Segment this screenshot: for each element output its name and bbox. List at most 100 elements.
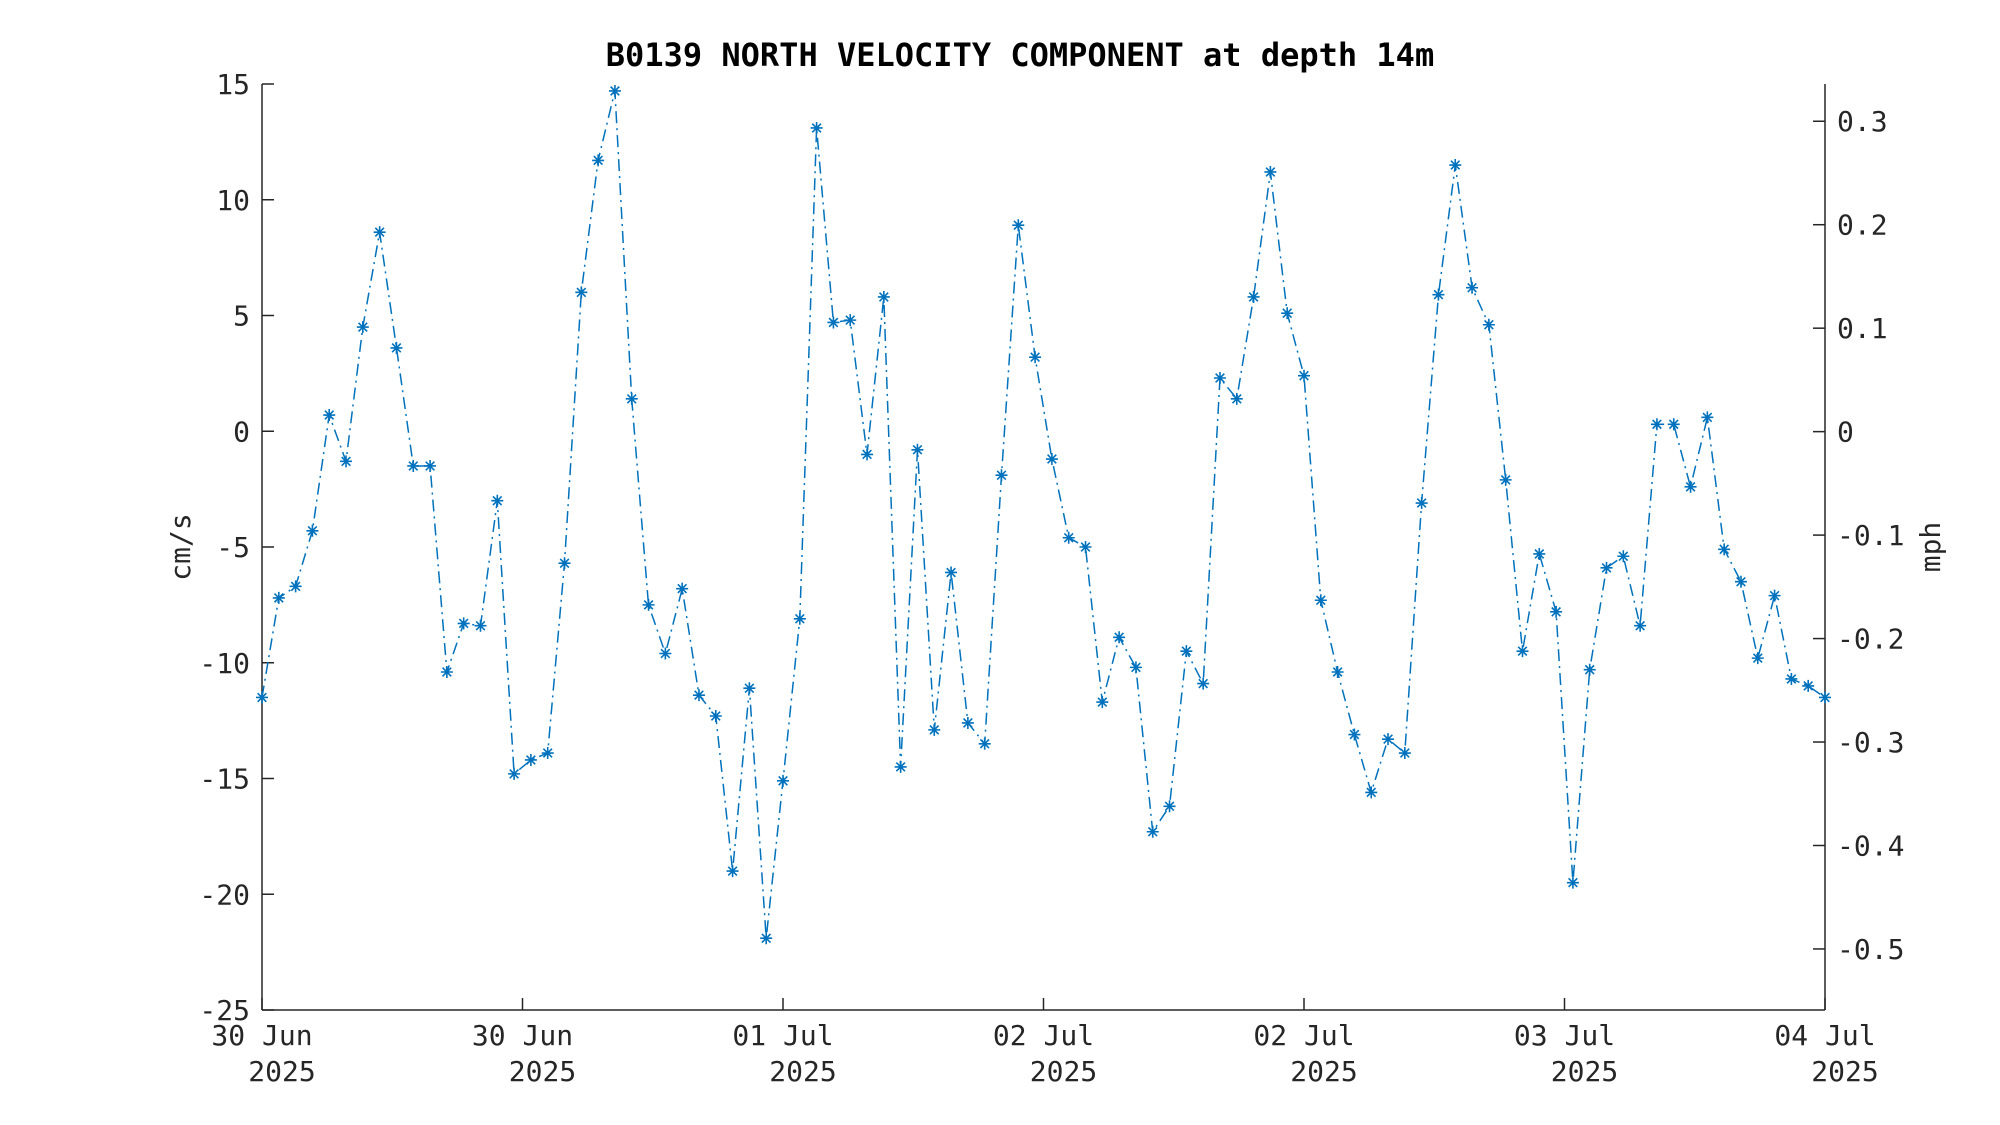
data-point-marker bbox=[608, 84, 621, 97]
data-point-marker bbox=[1516, 645, 1529, 658]
data-point-marker bbox=[1213, 372, 1226, 385]
data-point-marker bbox=[340, 455, 353, 468]
data-point-marker bbox=[474, 619, 487, 632]
x-tick-label-year: 2025 bbox=[1811, 1055, 1878, 1088]
data-point-marker bbox=[1634, 619, 1647, 632]
data-point-marker bbox=[861, 448, 874, 461]
y-axis-ticks: 15 10 5 0 -5 -10 -15 -20 -25 bbox=[199, 68, 274, 1027]
data-point-marker bbox=[1432, 288, 1445, 301]
data-point-marker bbox=[1701, 411, 1714, 424]
x-tick-label-year: 2025 bbox=[769, 1055, 836, 1088]
data-point-marker bbox=[289, 580, 302, 593]
data-point-marker bbox=[1247, 290, 1260, 303]
y-tick-label: 0 bbox=[233, 415, 250, 448]
data-point-marker bbox=[877, 290, 890, 303]
y-tick-label: 10 bbox=[216, 184, 250, 217]
x-tick-label-year: 2025 bbox=[1030, 1055, 1097, 1088]
data-point-marker bbox=[1113, 631, 1126, 644]
data-point-marker bbox=[440, 666, 453, 679]
data-point-marker bbox=[1734, 575, 1747, 588]
x-tick-label-year: 2025 bbox=[1551, 1055, 1618, 1088]
data-point-marker bbox=[558, 557, 571, 570]
x-tick-label-day: 01 Jul bbox=[732, 1019, 833, 1052]
data-point-marker bbox=[575, 286, 588, 299]
data-point-marker bbox=[373, 226, 386, 239]
data-point-marker bbox=[1398, 747, 1411, 760]
data-point-marker bbox=[945, 566, 958, 579]
y2-tick-label: 0.1 bbox=[1837, 312, 1888, 345]
x-tick-label-day: 02 Jul bbox=[1253, 1019, 1354, 1052]
data-point-marker bbox=[424, 459, 437, 472]
data-point-marker bbox=[1466, 281, 1479, 294]
data-point-marker bbox=[1163, 800, 1176, 813]
data-point-marker bbox=[541, 747, 554, 760]
data-point-marker bbox=[692, 689, 705, 702]
data-point-marker bbox=[1129, 661, 1142, 674]
y2-tick-label: -0.5 bbox=[1837, 933, 1904, 966]
data-point-marker bbox=[1298, 369, 1310, 382]
data-point-marker bbox=[777, 774, 789, 787]
data-point-marker bbox=[1331, 666, 1344, 679]
data-point-marker bbox=[1314, 594, 1327, 607]
data-point-marker bbox=[827, 316, 840, 329]
data-point-marker bbox=[1281, 307, 1294, 320]
y2-tick-label: -0.3 bbox=[1837, 726, 1904, 759]
data-point-marker bbox=[743, 682, 756, 695]
data-point-marker bbox=[1415, 497, 1428, 510]
data-point-marker bbox=[1600, 561, 1613, 574]
y2-axis-ticks: 0.3 0.2 0.1 0 -0.1 -0.2 -0.3 -0.4 -0.5 bbox=[1813, 105, 1904, 966]
x-tick-label-day: 02 Jul bbox=[993, 1019, 1094, 1052]
data-point-marker bbox=[995, 469, 1008, 482]
data-point-marker bbox=[1096, 696, 1109, 709]
data-point-marker bbox=[1583, 663, 1596, 676]
data-point-marker bbox=[524, 753, 537, 766]
data-point-marker bbox=[1062, 531, 1075, 544]
data-point-marker bbox=[760, 932, 773, 945]
chart-title: B0139 NORTH VELOCITY COMPONENT at depth … bbox=[606, 36, 1434, 74]
data-point-marker bbox=[1802, 679, 1815, 692]
data-point-marker bbox=[1012, 219, 1025, 232]
data-point-marker bbox=[1180, 645, 1193, 658]
data-point-marker bbox=[592, 154, 605, 167]
y-tick-label: 15 bbox=[216, 68, 250, 101]
x-tick-label-day: 03 Jul bbox=[1514, 1019, 1615, 1052]
data-point-marker bbox=[1751, 652, 1764, 665]
y-tick-label: -10 bbox=[199, 647, 250, 680]
data-point-marker bbox=[894, 760, 907, 773]
y2-tick-label: -0.2 bbox=[1837, 623, 1904, 656]
y2-tick-label: 0.3 bbox=[1837, 105, 1888, 138]
data-point-marker bbox=[323, 409, 336, 422]
data-point-marker bbox=[676, 582, 689, 595]
data-point-marker bbox=[1667, 418, 1680, 431]
y2-tick-label: -0.4 bbox=[1837, 829, 1904, 862]
data-point-marker bbox=[1533, 547, 1546, 560]
y2-axis-label: mph bbox=[1914, 522, 1947, 573]
data-point-marker bbox=[911, 443, 924, 456]
data-point-marker bbox=[1499, 473, 1512, 486]
data-point-marker bbox=[306, 524, 319, 537]
x-tick-label-day: 30 Jun bbox=[472, 1019, 573, 1052]
y-tick-label: 5 bbox=[233, 300, 250, 333]
data-point-marker bbox=[1230, 392, 1243, 405]
x-tick-label-year: 2025 bbox=[1290, 1055, 1357, 1088]
data-point-marker bbox=[928, 723, 941, 736]
data-point-marker bbox=[1264, 165, 1277, 178]
y-tick-label: -5 bbox=[216, 531, 250, 564]
data-point-marker bbox=[356, 321, 369, 334]
data-point-marker bbox=[726, 865, 739, 878]
data-point-marker bbox=[457, 617, 470, 630]
data-point-marker bbox=[1045, 453, 1058, 466]
y-axis-label: cm/s bbox=[164, 513, 197, 580]
data-point-marker bbox=[1768, 589, 1781, 602]
data-point-marker bbox=[1684, 480, 1697, 493]
data-point-marker bbox=[1785, 672, 1798, 685]
data-point-marker bbox=[793, 612, 806, 625]
data-point-marker bbox=[1819, 691, 1831, 704]
data-point-marker bbox=[1146, 825, 1159, 838]
data-point-marker bbox=[709, 709, 722, 722]
y-tick-label: -20 bbox=[199, 878, 250, 911]
x-tick-label-year: 2025 bbox=[509, 1055, 576, 1088]
data-point-marker bbox=[844, 314, 857, 327]
data-point-marker bbox=[978, 737, 991, 750]
